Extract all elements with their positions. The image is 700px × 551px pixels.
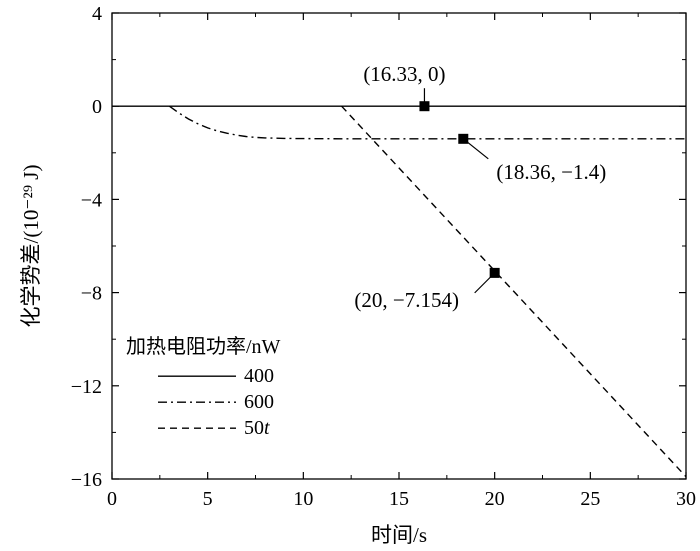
x-tick-label: 25: [580, 488, 600, 510]
y-axis-title: 化学势差/(10⁻²⁹ J): [19, 165, 43, 328]
annotation-label: (18.36, −1.4): [496, 160, 606, 184]
y-tick-label: −16: [71, 469, 102, 491]
legend-label: 50t: [244, 417, 270, 439]
series-line-dashdot: [168, 105, 686, 140]
legend-label: 400: [244, 365, 274, 387]
x-tick-label: 5: [203, 488, 213, 510]
legend-label-italic-suffix: t: [264, 417, 270, 439]
annotation-leader-line: [462, 138, 489, 160]
y-tick-label: −8: [81, 283, 102, 305]
y-tick-label: 0: [92, 96, 102, 118]
x-tick-label: 15: [389, 488, 409, 510]
y-tick-label: 4: [92, 3, 102, 25]
x-tick-label: 30: [676, 488, 696, 510]
y-tick-label: −4: [81, 189, 102, 211]
x-tick-label: 20: [485, 488, 505, 510]
annotation-label: (16.33, 0): [363, 62, 445, 86]
x-tick-label: 0: [107, 488, 117, 510]
legend-title: 加热电阻功率/nW: [126, 335, 281, 358]
legend-label: 600: [244, 391, 274, 413]
annotation-label: (20, −7.154): [354, 288, 459, 312]
x-tick-label: 10: [293, 488, 313, 510]
annotation-leader-line: [474, 272, 496, 294]
x-axis-title: 时间/s: [371, 523, 427, 547]
y-tick-label: −12: [71, 376, 102, 398]
series-line-dashed: [341, 105, 687, 478]
